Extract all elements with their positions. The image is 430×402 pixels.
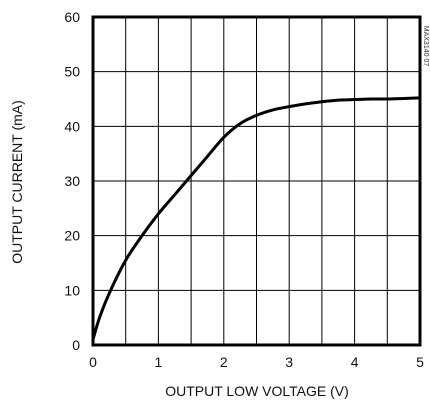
y-tick-label: 10: [64, 282, 80, 298]
x-axis-title: OUTPUT LOW VOLTAGE (V): [165, 383, 349, 399]
plot-frame: [91, 15, 422, 347]
y-tick-label: 60: [64, 9, 80, 25]
y-tick-labels: 0 10 20 30 40 50 60: [64, 9, 80, 353]
y-tick-label: 40: [64, 118, 80, 134]
y-tick-label: 30: [64, 173, 80, 189]
x-tick-label: 1: [155, 354, 163, 370]
plot-layer: [91, 96, 422, 342]
x-tick-label: 3: [285, 354, 293, 370]
watermark-label: MAX3140 07: [422, 26, 429, 67]
x-tick-label: 4: [351, 354, 359, 370]
grid-layer: [93, 17, 420, 345]
y-tick-label: 50: [64, 64, 80, 80]
x-tick-label: 2: [220, 354, 228, 370]
x-tick-label: 0: [89, 354, 97, 370]
series-line: [91, 96, 422, 342]
x-tick-labels: 0 1 2 3 4 5: [89, 354, 424, 370]
y-tick-label: 0: [72, 337, 80, 353]
x-tick-label: 5: [416, 354, 424, 370]
y-tick-label: 20: [64, 228, 80, 244]
y-axis-title: OUTPUT CURRENT (mA): [9, 100, 25, 264]
